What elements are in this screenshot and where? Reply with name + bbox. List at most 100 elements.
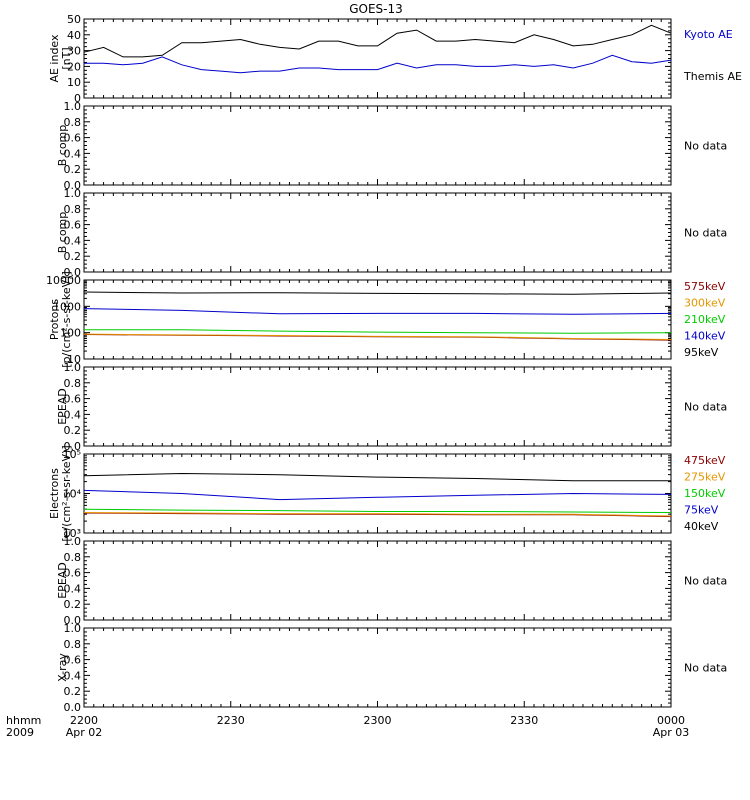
series-line-300kev (83, 333, 672, 340)
x-corner-label: 2009 (6, 726, 34, 739)
y-tick-label: 0.6 (64, 219, 82, 232)
no-data-label: No data (684, 401, 727, 414)
y-tick-label: 0.6 (64, 567, 82, 580)
y-tick-label: 0.4 (64, 582, 82, 595)
no-data-label: No data (684, 140, 727, 153)
legend-entry: 40keV (684, 520, 719, 533)
y-tick-label: 0.0 (64, 179, 82, 192)
series-line-75kev (83, 489, 672, 501)
y-tick-label: 0.2 (64, 424, 82, 437)
x-date-label: Apr 02 (66, 726, 103, 739)
series-line-575kev (83, 334, 672, 341)
y-tick-label: 0.2 (64, 163, 82, 176)
series-line-kyoto-ae (84, 54, 672, 74)
y-tick-label: 10³ (63, 527, 81, 540)
y-axis-label: [p/(cm²-s-sr-keV)] (60, 271, 73, 368)
no-data-label: No data (684, 227, 727, 240)
y-tick-label: 10 (67, 353, 81, 366)
y-axis-label: EPEAD (56, 562, 69, 599)
y-axis-label: Electrons (48, 468, 61, 519)
y-tick-label: 1.0 (64, 535, 82, 548)
y-tick-label: 30 (67, 45, 81, 58)
x-date-label: Apr 03 (653, 726, 690, 739)
figure-title: GOES-13 (349, 2, 403, 16)
y-axis-label: [e/(cm²-s-sr-keV)] (60, 445, 73, 541)
y-axis-label: B comp (56, 212, 69, 254)
y-tick-label: 0.8 (64, 638, 82, 651)
series-line-150kev (83, 508, 672, 513)
y-tick-label: 0.0 (64, 614, 82, 627)
panel-2: 0.0 0.2 0.4 0.6 0.8 1.0 B comp No data (56, 100, 727, 192)
y-tick-label: 0.8 (64, 377, 82, 390)
x-tick-label: 0000 (657, 714, 685, 727)
y-tick-label: 0.4 (64, 234, 82, 247)
legend-entry: 575keV (684, 280, 726, 293)
y-tick-label: 0.8 (64, 116, 82, 129)
legend-entry: 150keV (684, 487, 726, 500)
y-axis-label: X-ray (56, 653, 69, 682)
y-tick-label: 20 (67, 60, 81, 73)
panel-frame (83, 366, 672, 447)
panel-7: 0.0 0.2 0.4 0.6 0.8 1.0 EPEAD No data (56, 535, 727, 627)
y-tick-label: 0.0 (64, 266, 82, 279)
y-tick-label: 10000 (46, 274, 81, 287)
series-line-themis-ae (83, 24, 672, 58)
y-axis-label: EPEAD (56, 388, 69, 425)
legend-entry: Kyoto AE (684, 28, 733, 41)
series-line-275kev (83, 512, 672, 517)
panel-8: 0.0 0.2 0.4 0.6 0.8 1.0 X-ray No data (56, 622, 727, 714)
panel-frame (83, 627, 672, 708)
y-tick-label: 0 (74, 92, 81, 105)
series-line-40kev (83, 472, 671, 482)
y-tick-label: 0.6 (64, 654, 82, 667)
panel-frame (83, 18, 672, 99)
y-tick-label: 0.2 (64, 598, 82, 611)
legend-entry: 475keV (684, 454, 726, 467)
y-tick-label: 40 (67, 29, 81, 42)
y-tick-label: 1.0 (64, 100, 82, 113)
series-line-210kev (83, 329, 672, 334)
y-axis-label: Protons (48, 299, 61, 340)
y-tick-label: 1.0 (64, 361, 82, 374)
x-tick-label: 2300 (364, 714, 392, 727)
legend-entry: 75keV (684, 504, 719, 517)
series-line-140kev (83, 308, 672, 315)
series-line-95kev (83, 291, 672, 295)
y-tick-label: 10 (67, 76, 81, 89)
no-data-label: No data (684, 575, 727, 588)
panel-4: 10 100 1000 10000 Protons [p/(cm²-s-sr-keV)] 5… (46, 271, 726, 368)
y-tick-label: 100 (60, 327, 81, 340)
y-axis-label: B comp (56, 125, 69, 167)
legend-entry: 95keV (684, 346, 719, 359)
panel-frame (83, 279, 672, 360)
legend-entry: 210keV (684, 313, 726, 326)
legend-entry: 300keV (684, 297, 726, 310)
y-tick-label: 0.8 (64, 203, 82, 216)
x-tick-label: 2230 (217, 714, 245, 727)
legend-entry: 275keV (684, 471, 726, 484)
y-tick-label: 0.2 (64, 250, 82, 263)
y-tick-label: 0.4 (64, 408, 82, 421)
y-tick-label: 50 (67, 13, 81, 26)
panel-1: 0 10 20 30 40 50 AE index [nT] Kyoto AE Themis AE (48, 13, 742, 105)
y-tick-label: 0.4 (64, 147, 82, 160)
y-tick-label: 0.0 (64, 701, 82, 714)
y-tick-label: 1.0 (64, 187, 82, 200)
panel-3: 0.0 0.2 0.4 0.6 0.8 1.0 B comp No data (56, 187, 727, 279)
x-tick-label: 2330 (510, 714, 538, 727)
legend-entry: 140keV (684, 330, 726, 343)
y-tick-label: 1000 (53, 300, 81, 313)
y-tick-label: 0.0 (64, 440, 82, 453)
y-axis-label: [nT] (60, 47, 73, 69)
x-corner-label: hhmm (6, 714, 41, 727)
no-data-label: No data (684, 662, 727, 675)
y-tick-label: 0.4 (64, 669, 82, 682)
x-tick-label: 2200 (70, 714, 98, 727)
y-tick-label: 10⁴ (63, 488, 82, 501)
panels: 0 10 20 30 40 50 AE index [nT] Kyoto AE Themis AE… (46, 13, 742, 714)
panel-frame (83, 192, 672, 273)
y-tick-label: 10⁵ (63, 448, 81, 461)
panel-frame (83, 105, 672, 186)
